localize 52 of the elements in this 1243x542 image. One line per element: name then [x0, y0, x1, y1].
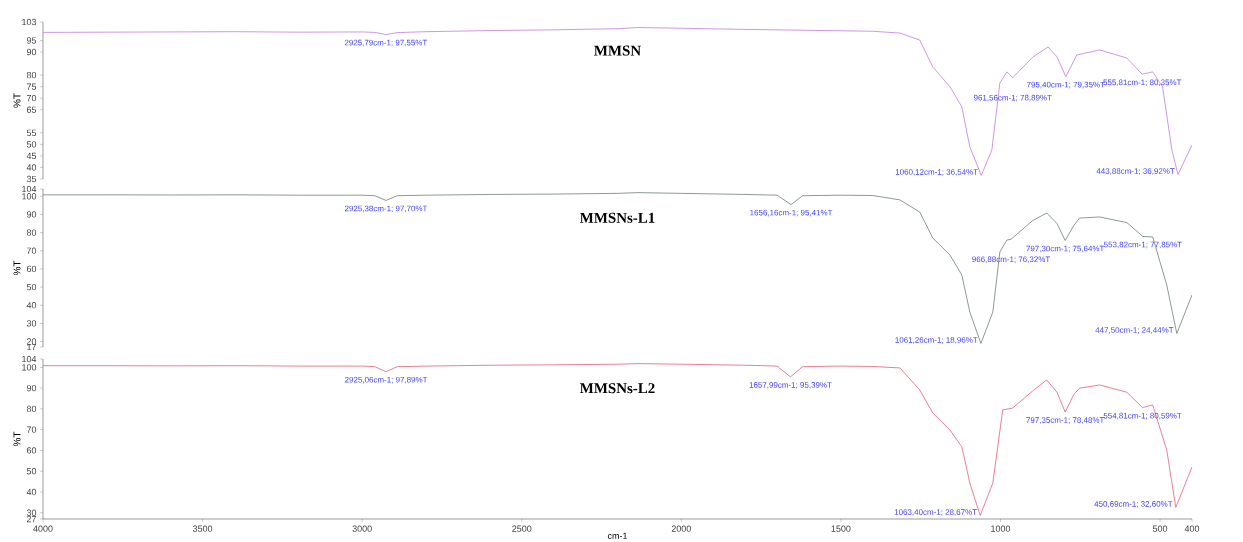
- x-tick-label: 4000: [33, 525, 53, 532]
- y-tick-label: 65: [26, 106, 37, 113]
- x-axis-title: cm-1: [607, 532, 628, 539]
- y-tick-label: 80: [26, 229, 37, 236]
- y-tick-label: 70: [26, 426, 37, 433]
- text: MMSNs-L1: [579, 212, 655, 223]
- y-tick-label: 70: [26, 247, 37, 254]
- y-tick-label: 30: [26, 509, 37, 516]
- y-tick-label: 60: [26, 265, 37, 272]
- y-tick-label: 40: [26, 164, 37, 171]
- x-tick-label: 3000: [352, 525, 372, 532]
- x-tick-label: 3500: [192, 525, 213, 532]
- x-tick-label: 400: [1184, 525, 1200, 532]
- y-axis-title: %T: [13, 260, 21, 275]
- y-tick-label: 104: [22, 355, 37, 363]
- x-tick-label: 2500: [512, 525, 532, 532]
- y-axis-title: %T: [13, 93, 21, 108]
- y-tick-label: 30: [26, 320, 37, 327]
- y-tick-label: 90: [26, 48, 37, 56]
- x-tick-label: 2000: [671, 525, 691, 532]
- y-tick-label: 100: [22, 192, 37, 200]
- x-tick-label: 1000: [991, 525, 1011, 532]
- y-tick-label: 50: [26, 141, 37, 148]
- y-tick-label: 50: [26, 283, 37, 291]
- y-axis-title: %T: [13, 431, 21, 446]
- y-tick-label: 60: [26, 447, 37, 454]
- y-tick-label: 55: [26, 129, 37, 136]
- y-tick-label: 100: [22, 364, 37, 371]
- y-tick-label: 27: [26, 515, 37, 522]
- line-series: [42, 363, 1192, 516]
- y-tick-label: 35: [26, 175, 37, 183]
- y-tick-label: 75: [26, 83, 37, 90]
- y-tick-label: 45: [26, 152, 37, 159]
- y-tick-label: 80: [26, 71, 37, 79]
- y-tick-label: 70: [26, 94, 37, 102]
- y-tick-label: 17: [27, 343, 37, 350]
- y-tick-label: 90: [26, 384, 37, 392]
- y-tick-label: 80: [26, 405, 37, 412]
- y-tick-label: 104: [22, 185, 37, 193]
- line-series: [42, 27, 1192, 176]
- y-tick-label: 40: [26, 488, 37, 496]
- text: MMSNs-L2: [579, 383, 655, 394]
- x-tick-label: 1500: [831, 525, 851, 532]
- y-tick-label: 50: [26, 467, 37, 475]
- y-tick-label: 40: [26, 301, 37, 309]
- x-tick-label: 500: [1152, 525, 1168, 532]
- y-tick-label: 20: [26, 338, 37, 345]
- line-series: [42, 192, 1192, 344]
- y-tick-label: 95: [26, 37, 37, 44]
- y-tick-label: 103: [22, 18, 37, 26]
- text: MMSN: [594, 45, 641, 56]
- y-tick-label: 90: [26, 211, 37, 218]
